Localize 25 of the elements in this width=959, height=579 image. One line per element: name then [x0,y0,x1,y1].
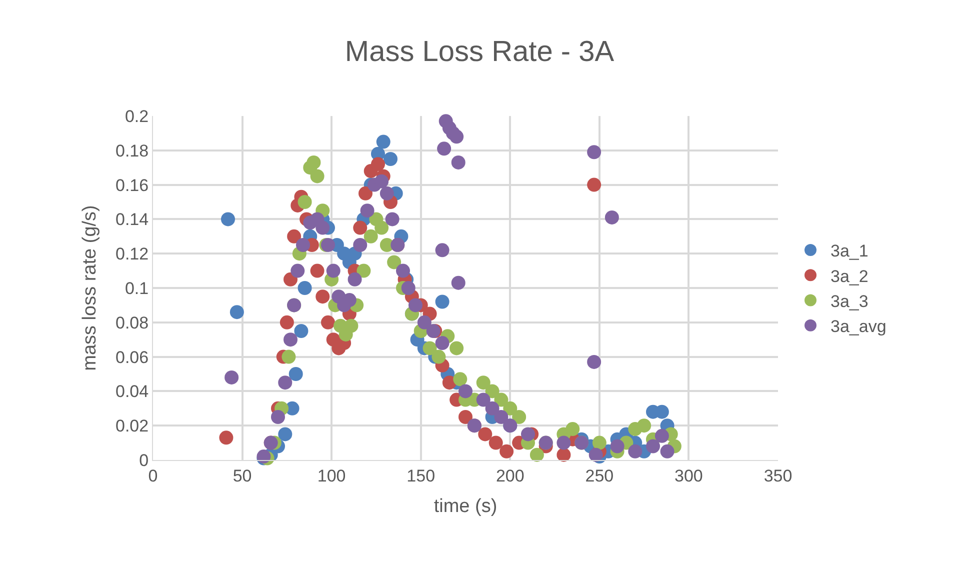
x-tick-label: 150 [406,466,436,486]
legend-label: 3a_3 [830,292,868,311]
x-tick-label: 100 [317,466,346,486]
legend-label: 3a_2 [830,266,868,286]
legend-label: 3a_avg [830,316,886,336]
y-axis-title: mass loss rate (g/s) [79,205,100,371]
y-tick-label: 0.2 [124,106,149,126]
y-tick-label: 0.14 [116,210,149,230]
chart-title: Mass Loss Rate - 3A [344,36,615,68]
y-tick-label: 0.18 [116,141,149,160]
y-tick-label: 0.04 [116,382,149,402]
y-tick-label: 0.02 [116,416,149,436]
y-tick-label: 0 [139,450,149,470]
x-tick-label: 300 [674,466,703,486]
x-tick-label: 200 [496,466,524,486]
y-tick-label: 0.06 [116,348,149,367]
x-tick-label: 350 [764,466,792,486]
x-tick-label: 250 [585,466,614,486]
y-tick-label: 0.12 [116,244,149,264]
y-tick-label: 0.08 [116,313,149,332]
legend-label: 3a_1 [830,242,868,261]
x-axis-title: time (s) [434,496,498,518]
y-tick-label: 0.16 [116,176,149,195]
x-tick-label: 50 [232,466,252,486]
y-tick-label: 0.1 [124,278,149,298]
